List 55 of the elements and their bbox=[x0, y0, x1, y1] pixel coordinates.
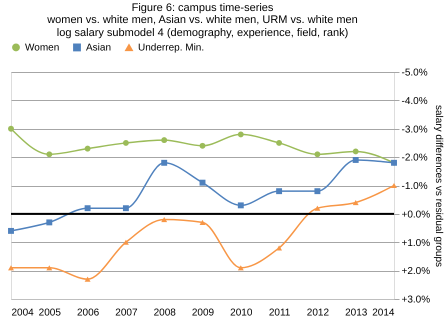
x-tick-label: 2009 bbox=[192, 308, 215, 318]
point bbox=[8, 228, 14, 234]
chart-title: Figure 6: campus time-series bbox=[132, 2, 274, 14]
point bbox=[314, 151, 320, 158]
x-tick-label: 2010 bbox=[230, 308, 253, 318]
point bbox=[161, 137, 168, 144]
point bbox=[276, 140, 282, 146]
y-tick-label: -1.0% bbox=[402, 181, 428, 192]
point bbox=[46, 265, 52, 270]
point bbox=[314, 188, 320, 194]
y-tick-label: +1.0% bbox=[402, 238, 430, 249]
x-tick-label: 2007 bbox=[115, 308, 138, 318]
point bbox=[352, 200, 359, 206]
x-tick-label: 2013 bbox=[345, 308, 368, 318]
x-tick-label: 2014 bbox=[372, 308, 395, 318]
x-tick-label: 2005 bbox=[38, 308, 62, 318]
point bbox=[276, 188, 282, 194]
point bbox=[238, 265, 244, 270]
legend-label: Women bbox=[25, 42, 60, 54]
y-tick-label: +3.0% bbox=[402, 294, 430, 306]
point bbox=[391, 182, 397, 188]
legend-label: Asian bbox=[86, 42, 112, 54]
x-tick-label: 2008 bbox=[154, 308, 176, 318]
point bbox=[46, 151, 52, 158]
point bbox=[161, 216, 168, 222]
y-tick-label: -2.0% bbox=[402, 152, 428, 164]
point bbox=[238, 131, 244, 138]
y-tick-label: +0.0% bbox=[402, 209, 430, 220]
y-tick-label: -3.0% bbox=[402, 124, 428, 136]
point bbox=[238, 202, 244, 208]
point bbox=[8, 126, 14, 132]
y-tick-label: -5.0% bbox=[402, 68, 428, 78]
point bbox=[314, 206, 320, 211]
point bbox=[46, 219, 52, 226]
point bbox=[84, 146, 91, 152]
point bbox=[200, 220, 206, 225]
point bbox=[200, 142, 206, 149]
point bbox=[200, 180, 206, 186]
point bbox=[352, 148, 359, 154]
chart-subtitle: women vs. white men, Asian vs. white men, URM vs. white men log salary submodel 4 (demography, experience, field, rank) bbox=[46, 14, 358, 39]
point bbox=[161, 160, 168, 166]
point bbox=[84, 276, 91, 282]
y-tick-label: -4.0% bbox=[402, 96, 428, 107]
point bbox=[8, 265, 14, 270]
point bbox=[122, 140, 129, 146]
x-tick-label: 2012 bbox=[306, 308, 330, 318]
x-tick-label: 2006 bbox=[76, 308, 100, 318]
x-tick-label: 2011 bbox=[268, 308, 291, 318]
legend-label: Underrep. Min. bbox=[138, 42, 204, 54]
y-tick-label: +2.0% bbox=[402, 266, 430, 278]
point bbox=[352, 157, 359, 163]
y-axis-title: salary differences vs residual groups bbox=[433, 104, 444, 268]
point bbox=[122, 205, 129, 212]
point bbox=[84, 205, 91, 212]
x-tick-label: 2004 bbox=[12, 308, 34, 318]
